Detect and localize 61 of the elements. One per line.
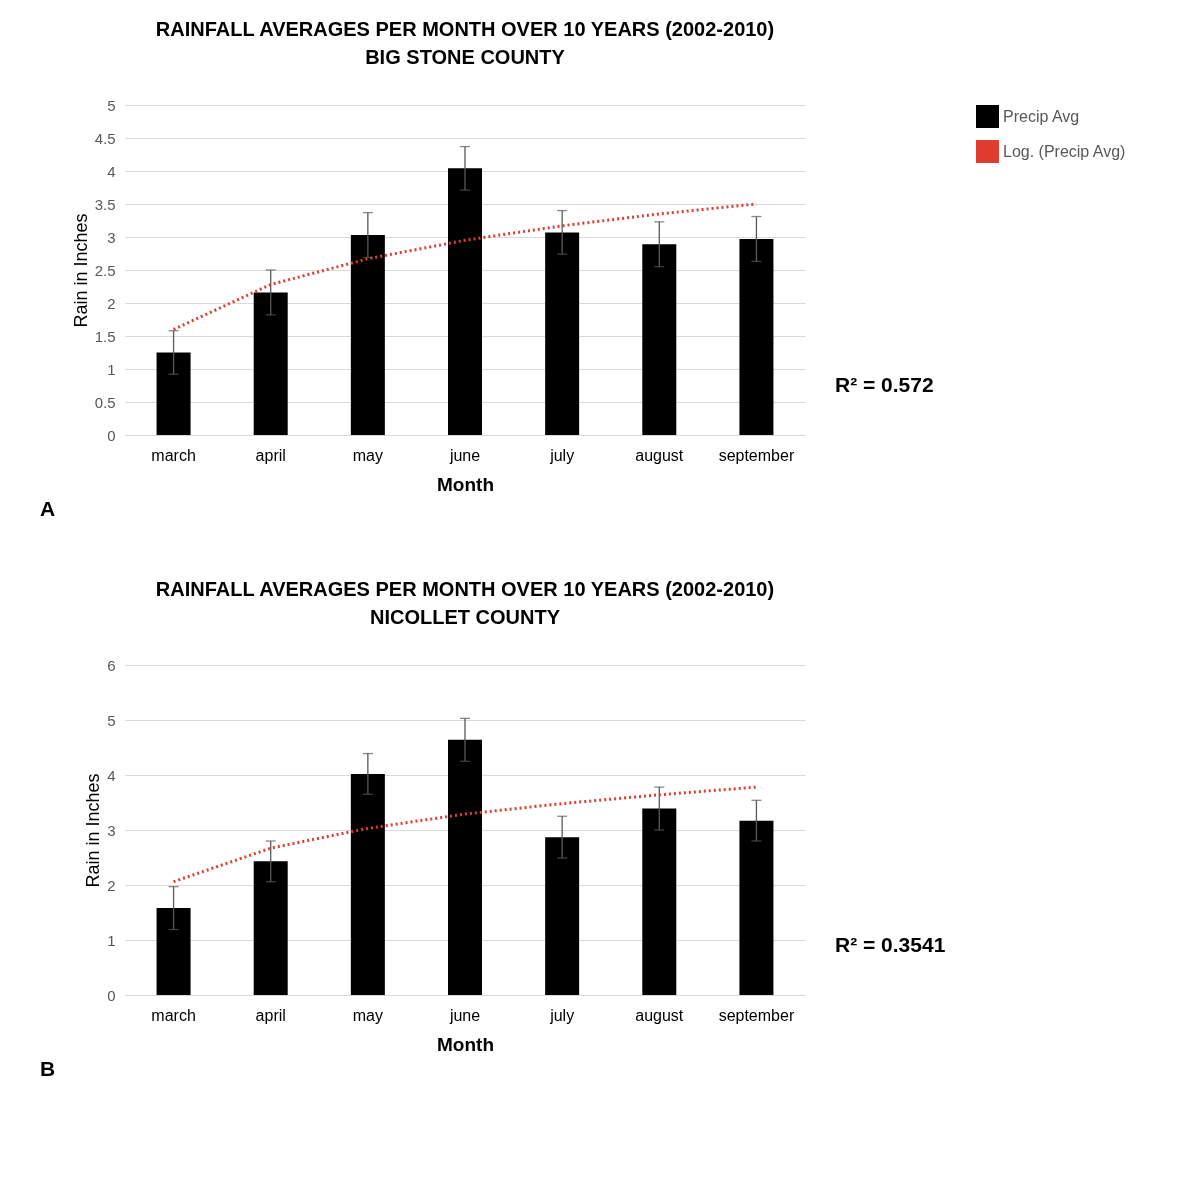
bar	[448, 739, 482, 995]
bar	[739, 238, 774, 435]
y-tick-label: 1	[107, 360, 116, 378]
x-tick-label: march	[151, 446, 196, 464]
x-axis-title: Month	[437, 473, 494, 495]
x-tick-label: may	[352, 1006, 383, 1024]
x-tick-label: june	[448, 1006, 481, 1024]
x-tick-label: august	[635, 1006, 684, 1024]
y-tick-label: 0	[107, 426, 116, 444]
x-tick-label: april	[255, 446, 286, 464]
bar	[253, 861, 288, 995]
bar	[156, 908, 191, 995]
chart-subtitle: BIG STONE COUNTY	[365, 46, 566, 68]
bar	[448, 168, 482, 435]
text: R² = 0.572	[835, 372, 934, 396]
bar	[156, 352, 191, 435]
y-axis-title: Rain in Inches	[83, 773, 104, 888]
y-tick-label: 3	[107, 228, 116, 246]
y-tick-label: 2	[107, 876, 116, 894]
text: A	[40, 497, 56, 520]
bar	[545, 232, 580, 435]
x-tick-label: july	[549, 1006, 575, 1024]
chart-title: RAINFALL AVERAGES PER MONTH OVER 10 YEARS (2002-2010)	[155, 578, 775, 600]
x-tick-label: may	[352, 446, 383, 464]
y-tick-label: 4	[107, 162, 116, 180]
bar	[350, 235, 385, 435]
x-tick-label: march	[151, 1006, 196, 1024]
y-tick-label: 2	[107, 294, 116, 312]
x-tick-label: june	[448, 446, 481, 464]
y-tick-label: 0.5	[94, 393, 116, 411]
bar	[350, 773, 385, 995]
y-tick-label: 0	[107, 986, 116, 1004]
bar	[739, 820, 774, 995]
y-tick-label: 3.5	[94, 195, 116, 213]
y-tick-label: 4	[107, 766, 116, 784]
x-tick-label: september	[718, 1006, 795, 1024]
chart-subtitle: NICOLLET COUNTY	[370, 606, 561, 628]
x-tick-label: september	[718, 446, 795, 464]
text: B	[40, 1057, 56, 1080]
y-tick-label: 6	[107, 656, 116, 674]
text: R² = 0.3541	[835, 932, 946, 956]
y-tick-label: 4.5	[94, 129, 116, 147]
y-axis-title: Rain in Inches	[70, 213, 91, 328]
y-tick-label: 5	[107, 96, 116, 114]
line-series	[172, 785, 758, 884]
y-tick-label: 3	[107, 821, 116, 839]
y-tick-label: 1	[107, 931, 116, 949]
y-tick-label: 1.5	[94, 327, 116, 345]
x-tick-label: august	[635, 446, 684, 464]
bar	[545, 837, 580, 995]
x-axis-title: Month	[437, 1033, 494, 1055]
chart-title: RAINFALL AVERAGES PER MONTH OVER 10 YEARS (2002-2010)	[155, 18, 775, 40]
bar	[642, 244, 677, 435]
y-tick-label: 2.5	[94, 261, 116, 279]
legend-label: Precip Avg	[1003, 107, 1080, 125]
x-tick-label: july	[549, 446, 575, 464]
bar	[253, 292, 288, 435]
legend-label: Log. (Precip Avg)	[1003, 142, 1126, 160]
y-tick-label: 5	[107, 711, 116, 729]
x-tick-label: april	[255, 1006, 286, 1024]
bar	[642, 808, 677, 995]
